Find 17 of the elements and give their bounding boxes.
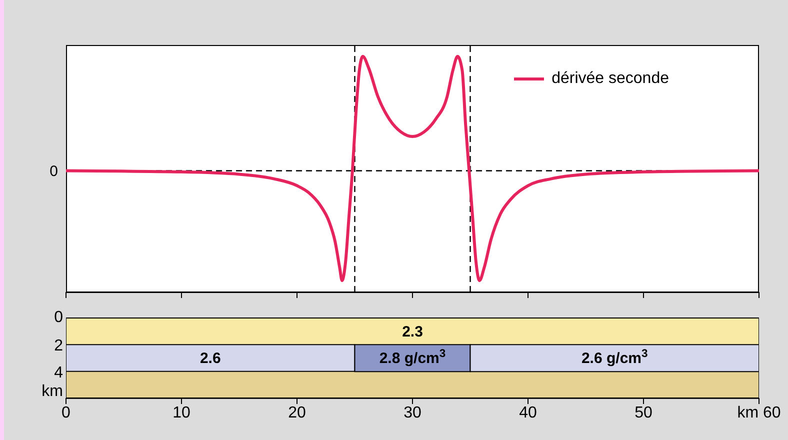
annotation: 2.6 [200, 350, 221, 367]
text: 0 [54, 309, 64, 326]
annotation: 2.6 g/cm$^{3}$ [581, 348, 648, 367]
x-tick-label: 0 [62, 404, 71, 422]
ref-line-label: 0 [50, 163, 58, 180]
legend-label: dérivée seconde [552, 70, 669, 88]
x-tick-label: 50 [634, 404, 652, 422]
x-tick-label: 20 [288, 404, 306, 422]
x-tick-label: 40 [519, 404, 537, 422]
x-tick-label: 30 [404, 404, 422, 422]
x-tick-label: 10 [172, 404, 190, 422]
text: 4 [54, 364, 64, 382]
annotation: 2.8 g/cm$^{3}$ [379, 348, 446, 367]
x-tick-label: km 60 [737, 404, 781, 422]
annotation: 2.3 [402, 323, 423, 340]
text: km [42, 383, 63, 400]
text: 2 [54, 338, 64, 355]
